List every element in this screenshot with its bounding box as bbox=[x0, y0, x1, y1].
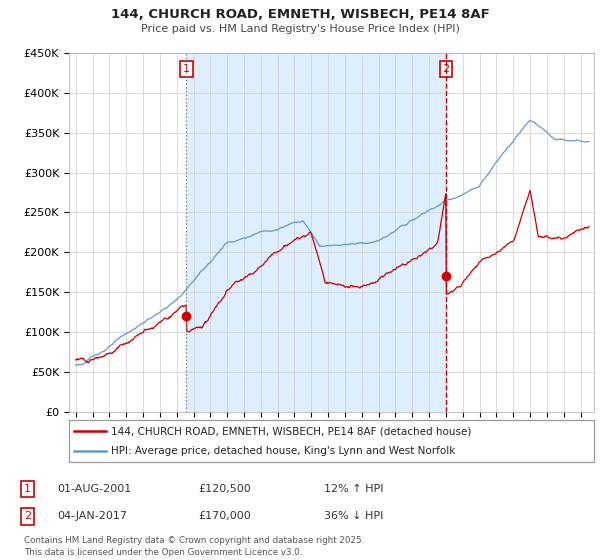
Text: 01-AUG-2001: 01-AUG-2001 bbox=[57, 484, 131, 494]
Text: 1: 1 bbox=[183, 64, 190, 74]
Text: 12% ↑ HPI: 12% ↑ HPI bbox=[324, 484, 383, 494]
Text: £170,000: £170,000 bbox=[198, 511, 251, 521]
Text: £120,500: £120,500 bbox=[198, 484, 251, 494]
Text: 2: 2 bbox=[24, 511, 31, 521]
Text: 36% ↓ HPI: 36% ↓ HPI bbox=[324, 511, 383, 521]
Text: Contains HM Land Registry data © Crown copyright and database right 2025.
This d: Contains HM Land Registry data © Crown c… bbox=[24, 536, 364, 557]
Text: HPI: Average price, detached house, King's Lynn and West Norfolk: HPI: Average price, detached house, King… bbox=[111, 446, 455, 456]
Text: 1: 1 bbox=[24, 484, 31, 494]
Text: Price paid vs. HM Land Registry's House Price Index (HPI): Price paid vs. HM Land Registry's House … bbox=[140, 24, 460, 34]
Text: 2: 2 bbox=[443, 64, 449, 74]
Text: 144, CHURCH ROAD, EMNETH, WISBECH, PE14 8AF (detached house): 144, CHURCH ROAD, EMNETH, WISBECH, PE14 … bbox=[111, 426, 472, 436]
Text: 144, CHURCH ROAD, EMNETH, WISBECH, PE14 8AF: 144, CHURCH ROAD, EMNETH, WISBECH, PE14 … bbox=[110, 8, 490, 21]
Text: 04-JAN-2017: 04-JAN-2017 bbox=[57, 511, 127, 521]
Bar bbox=[187, 53, 446, 412]
